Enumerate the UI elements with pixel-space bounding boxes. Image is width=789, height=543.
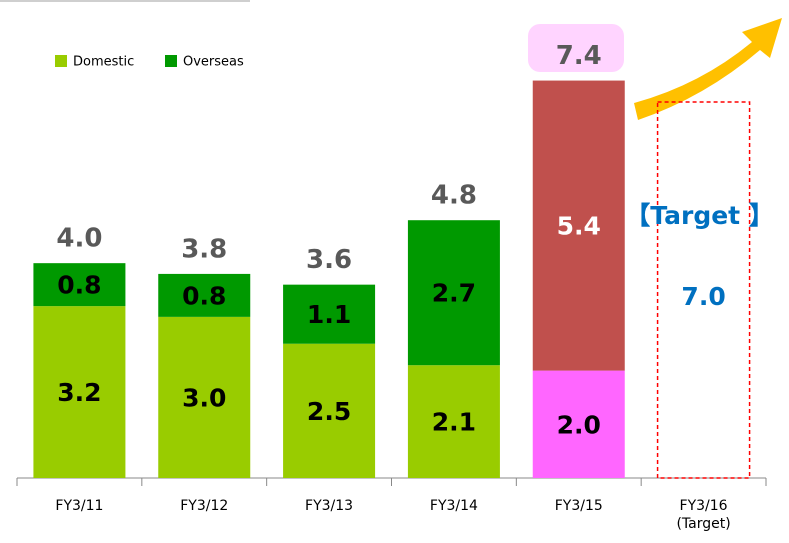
bar-segment	[532, 370, 625, 478]
total-label: 3.8	[181, 234, 227, 264]
segment-label: 1.1	[307, 300, 351, 329]
bar-segment	[158, 273, 251, 317]
target-value: 7.0	[681, 282, 725, 311]
legend: Domestic Overseas	[55, 55, 244, 70]
total-label: 4.8	[431, 181, 477, 211]
x-tick-label: FY3/14	[430, 498, 478, 514]
segment-label: 0.8	[182, 281, 226, 310]
bar-segment	[283, 284, 376, 344]
growth-arrow	[634, 18, 782, 120]
x-tick-label: FY3/13	[305, 498, 353, 514]
bar-segment	[407, 220, 500, 366]
total-label: 7.4	[556, 41, 602, 71]
x-tick-label: FY3/12	[180, 498, 228, 514]
legend-label: Domestic	[73, 55, 134, 70]
target-label: 【Target 】	[625, 201, 774, 230]
bar-segment	[283, 343, 376, 478]
x-tick-label: FY3/11	[55, 498, 103, 514]
segment-label: 2.1	[432, 408, 476, 437]
segment-label: 3.2	[57, 378, 101, 407]
bar-segment	[158, 316, 251, 478]
bar-segment	[532, 80, 625, 371]
target-box	[656, 101, 751, 479]
total-highlight	[528, 24, 624, 72]
segment-label: 2.7	[432, 279, 476, 308]
x-tick-label: FY3/15	[555, 498, 603, 514]
bar-segment	[407, 365, 500, 478]
segment-label: 2.5	[307, 397, 351, 426]
segment-label: 3.0	[182, 383, 226, 412]
total-label: 3.6	[306, 245, 352, 275]
bar-segment	[33, 263, 126, 307]
legend-label: Overseas	[183, 55, 244, 70]
segment-label: 2.0	[557, 410, 601, 439]
total-label: 4.0	[56, 224, 102, 254]
segment-label: 0.8	[57, 271, 101, 300]
legend-swatch	[165, 55, 177, 67]
x-tick-note: (Target)	[676, 516, 730, 532]
x-tick-label: FY3/16	[680, 498, 728, 514]
segment-label: 5.4	[557, 212, 601, 241]
bar-segment	[33, 306, 126, 478]
legend-swatch	[55, 55, 67, 67]
